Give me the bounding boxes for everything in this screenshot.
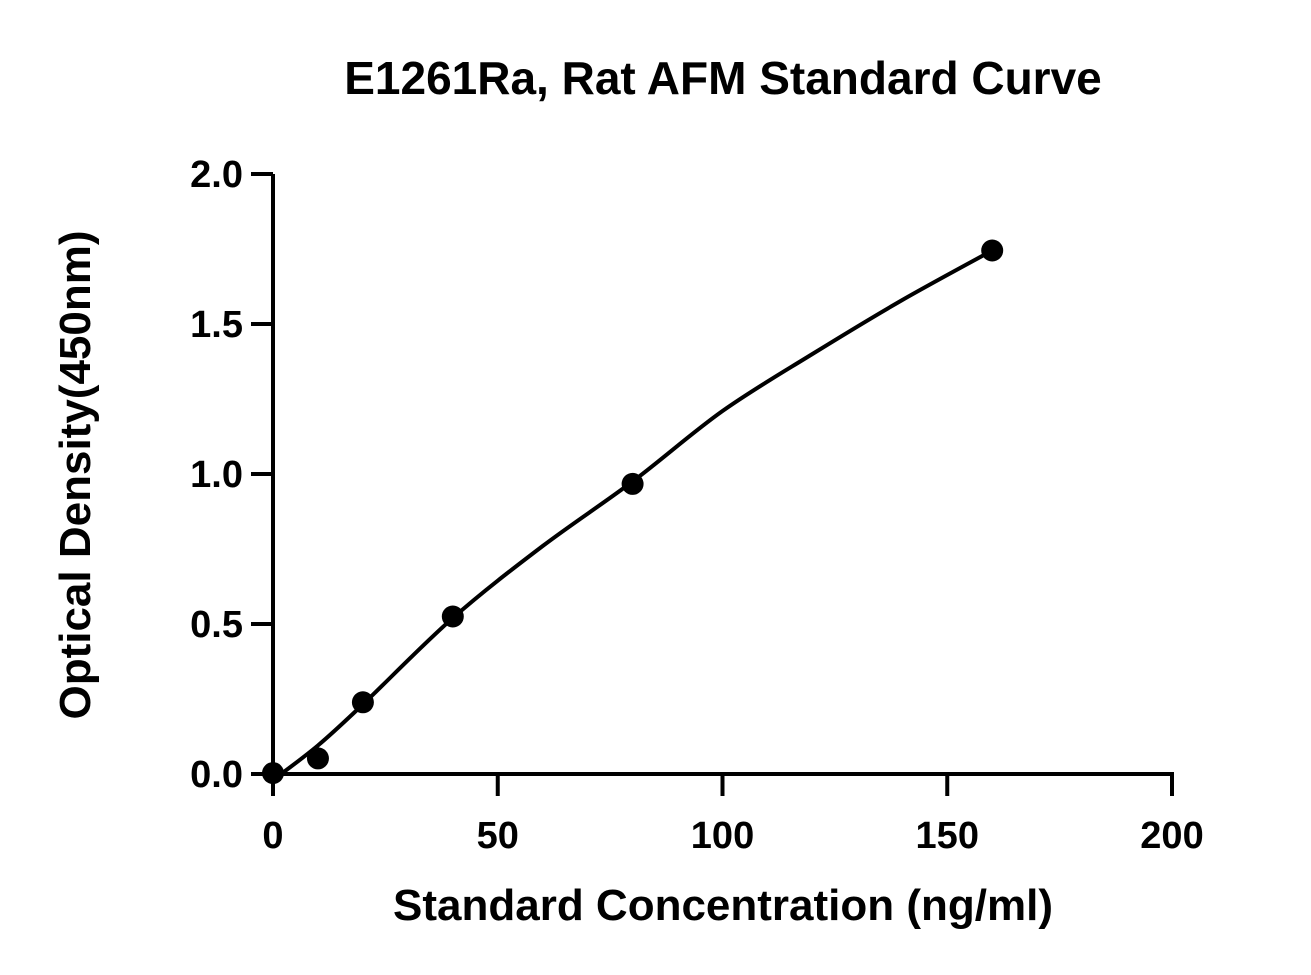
data-point xyxy=(306,747,329,770)
data-point xyxy=(981,239,1004,262)
chart-title: E1261Ra, Rat AFM Standard Curve xyxy=(344,52,1102,104)
x-tick-label: 200 xyxy=(1140,815,1203,857)
data-point xyxy=(441,605,464,628)
y-tick-label: 0.0 xyxy=(190,754,243,796)
data-point xyxy=(621,472,644,495)
y-tick-label: 0.5 xyxy=(190,604,243,646)
x-tick-label: 100 xyxy=(691,815,754,857)
x-tick-label: 150 xyxy=(916,815,979,857)
y-tick-label: 1.5 xyxy=(190,304,243,346)
x-axis-label: Standard Concentration (ng/ml) xyxy=(393,881,1053,930)
data-point xyxy=(351,691,374,714)
y-tick-label: 2.0 xyxy=(190,154,243,196)
x-tick-label: 0 xyxy=(262,815,283,857)
x-tick-label: 50 xyxy=(477,815,519,857)
plot-area: 0 50 100 150 200 0.0 0.5 1.0 1.5 2.0 xyxy=(190,154,1204,857)
y-tick-label: 1.0 xyxy=(190,454,243,496)
y-axis-label: Optical Density(450nm) xyxy=(51,230,100,719)
data-point xyxy=(262,762,284,785)
fit-curve xyxy=(271,248,994,782)
